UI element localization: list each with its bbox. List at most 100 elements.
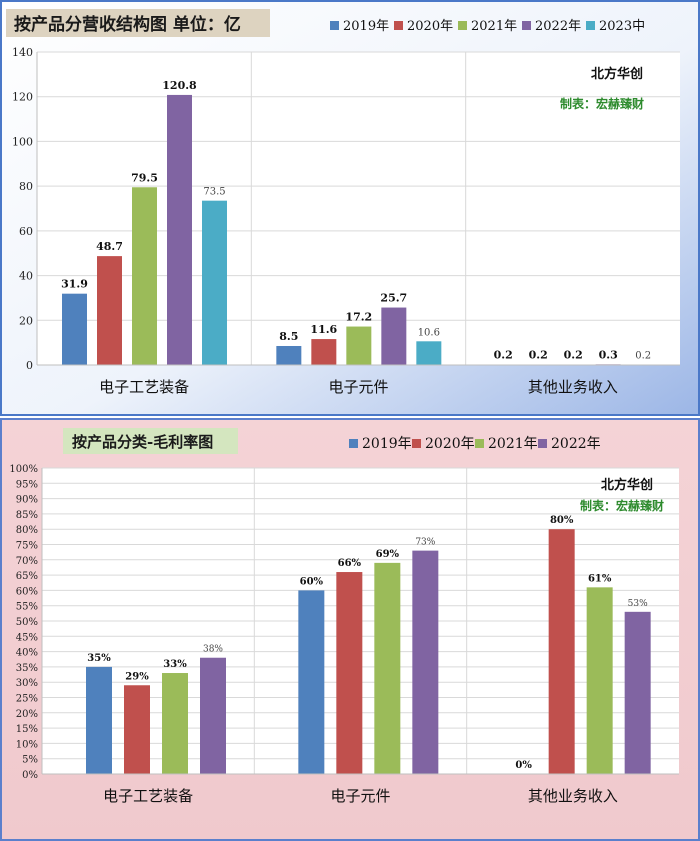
legend-label: 2019年 xyxy=(362,436,412,452)
y-tick-label: 65% xyxy=(16,571,38,582)
x-tick-label: 电子工艺装备 xyxy=(103,787,193,805)
legend-swatch xyxy=(475,439,484,448)
data-label: 10.6 xyxy=(418,327,440,338)
legend-label: 2020年 xyxy=(407,19,453,34)
legend-swatch xyxy=(394,21,403,30)
data-label: 0.2 xyxy=(494,349,513,362)
legend-label: 2020年 xyxy=(425,436,475,452)
legend: 2019年 2020年 2021年 2022年 xyxy=(349,436,601,452)
y-tick-label: 55% xyxy=(16,602,38,613)
x-tick-label: 电子元件 xyxy=(328,378,388,396)
data-label: 53% xyxy=(628,599,648,609)
y-tick-label: 40% xyxy=(16,648,38,659)
data-label: 80% xyxy=(550,515,574,526)
source-label: 北方华创 xyxy=(601,477,653,493)
y-tick-label: 85% xyxy=(16,510,38,521)
legend-swatch xyxy=(412,439,421,448)
x-tick-label: 电子工艺装备 xyxy=(99,378,189,396)
data-label: 38% xyxy=(203,645,223,655)
bar xyxy=(167,94,192,365)
chart-title: 按产品分营收结构图 单位：亿 xyxy=(14,14,241,35)
y-tick-label: 140 xyxy=(12,46,33,59)
data-label: 31.9 xyxy=(61,278,88,291)
y-tick-label: 5% xyxy=(22,755,38,766)
y-tick-label: 95% xyxy=(16,479,38,490)
data-label: 11.6 xyxy=(310,323,337,336)
bar xyxy=(346,326,372,365)
y-tick-label: 100 xyxy=(12,135,33,148)
y-tick-label: 80 xyxy=(19,180,33,193)
data-label: 0% xyxy=(515,760,532,771)
bar xyxy=(624,611,651,774)
bar xyxy=(97,256,122,365)
data-label: 33% xyxy=(163,659,187,670)
bar xyxy=(311,339,337,365)
legend-swatch xyxy=(538,439,547,448)
bar xyxy=(381,307,407,365)
legend-label: 2021年 xyxy=(488,436,538,452)
data-label: 120.8 xyxy=(162,79,197,92)
title-box xyxy=(6,9,270,37)
y-tick-label: 60 xyxy=(19,225,33,238)
y-tick-label: 45% xyxy=(16,632,38,643)
bar xyxy=(200,657,226,774)
y-tick-label: 75% xyxy=(16,541,38,552)
data-label: 8.5 xyxy=(279,330,298,343)
margin-chart: 35% 60% 0% 29% 66% 80% 33% 69% 61% 38% 73% 53% 0% 5%… xyxy=(0,418,700,841)
y-tick-label: 50% xyxy=(16,617,38,628)
bar xyxy=(124,685,150,774)
y-tick-label: 70% xyxy=(16,556,38,567)
legend-swatch xyxy=(458,21,467,30)
legend-label: 2019年 xyxy=(343,19,389,34)
y-tick-label: 60% xyxy=(16,586,38,597)
y-tick-label: 80% xyxy=(16,525,38,536)
legend-label: 2022年 xyxy=(551,436,601,452)
y-tick-label: 120 xyxy=(12,91,33,104)
legend: 2019年 2020年 2021年 2022年 2023中 xyxy=(330,19,645,34)
source-label: 北方华创 xyxy=(591,66,643,82)
y-tick-label: 15% xyxy=(16,724,38,735)
data-label: 48.7 xyxy=(96,240,123,253)
bar xyxy=(336,572,363,774)
data-label: 73.5 xyxy=(203,187,225,198)
bar xyxy=(416,341,442,365)
data-label: 79.5 xyxy=(131,171,158,184)
bar xyxy=(586,587,613,774)
data-label: 0.2 xyxy=(635,351,651,362)
legend-label: 2021年 xyxy=(471,19,517,34)
maker-label: 制表：宏赫臻财 xyxy=(560,96,644,111)
maker-label: 制表：宏赫臻财 xyxy=(580,498,664,513)
x-tick-label: 电子元件 xyxy=(330,787,390,805)
data-label: 69% xyxy=(376,549,400,560)
legend-swatch xyxy=(586,21,595,30)
data-label: 61% xyxy=(588,573,612,584)
legend-swatch xyxy=(522,21,531,30)
chart-title: 按产品分类-毛利率图 xyxy=(72,433,213,451)
bar xyxy=(412,550,439,774)
y-tick-label: 0 xyxy=(26,359,33,372)
y-tick-label: 10% xyxy=(16,739,38,750)
x-tick-label: 其他业务收入 xyxy=(528,378,618,396)
title-box xyxy=(63,428,238,454)
y-tick-label: 100% xyxy=(9,464,38,475)
legend-label: 2022年 xyxy=(535,19,581,34)
bar xyxy=(62,293,87,365)
data-label: 0.2 xyxy=(564,349,583,362)
y-tick-label: 40 xyxy=(19,270,33,283)
data-label: 73% xyxy=(415,538,435,548)
data-label: 66% xyxy=(338,558,362,569)
data-label: 35% xyxy=(87,653,111,664)
y-tick-label: 25% xyxy=(16,694,38,705)
bar xyxy=(276,345,302,365)
bar xyxy=(202,200,227,365)
bar xyxy=(374,562,401,774)
y-tick-label: 35% xyxy=(16,663,38,674)
legend-swatch xyxy=(349,439,358,448)
legend-swatch xyxy=(330,21,339,30)
data-label: 60% xyxy=(300,576,324,587)
y-tick-label: 0% xyxy=(22,770,38,781)
data-label: 0.3 xyxy=(599,348,618,361)
y-tick-label: 90% xyxy=(16,495,38,506)
bar xyxy=(132,187,157,365)
bar xyxy=(548,529,575,774)
